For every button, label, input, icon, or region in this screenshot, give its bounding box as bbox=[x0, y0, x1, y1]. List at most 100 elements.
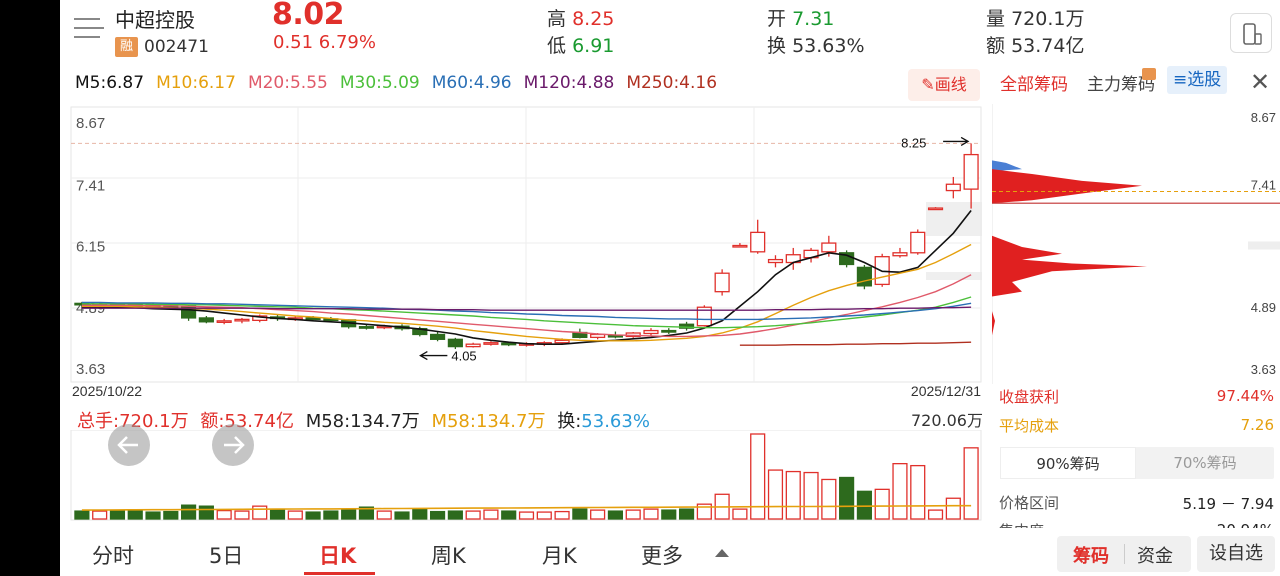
candle bbox=[643, 329, 659, 335]
volume-ma-black: M58:134.7万 bbox=[305, 411, 420, 432]
price-range-label: 价格区间 bbox=[999, 494, 1060, 512]
tab-monthly-k[interactable]: 月K bbox=[542, 544, 577, 568]
chip-axis-label: 7.41 bbox=[1251, 177, 1276, 192]
menu-icon[interactable] bbox=[74, 16, 104, 42]
candle bbox=[554, 339, 570, 344]
volume-bar bbox=[74, 510, 90, 520]
candle bbox=[714, 272, 730, 293]
volume-bar bbox=[358, 506, 375, 520]
volume-bar bbox=[607, 510, 624, 520]
volume-bar bbox=[785, 470, 801, 520]
volume-bar bbox=[412, 508, 428, 520]
candle bbox=[483, 342, 499, 345]
low-stat: 低 6.91 bbox=[547, 35, 615, 57]
chip-profile-red bbox=[992, 169, 1142, 204]
landscape-toggle-button[interactable] bbox=[1230, 13, 1272, 53]
volume-bar bbox=[163, 510, 179, 520]
active-tab-indicator bbox=[304, 572, 375, 575]
tab-more[interactable]: 更多 bbox=[641, 544, 683, 568]
highlight-zone bbox=[926, 202, 982, 236]
divider bbox=[1124, 544, 1125, 564]
volume-ma-line bbox=[81, 504, 972, 511]
candle bbox=[821, 242, 837, 253]
min-price-label: 4.05 bbox=[451, 349, 476, 364]
chip-distribution-chart: 8.67 7.41 4.89 3.63 bbox=[992, 104, 1280, 384]
volume-bar bbox=[465, 510, 481, 520]
volume-bar bbox=[927, 509, 944, 520]
volume-frame bbox=[70, 430, 982, 521]
candle bbox=[234, 318, 250, 322]
highlight-zone bbox=[926, 272, 982, 280]
tab-70-chips[interactable]: 70%筹码 bbox=[1173, 454, 1237, 472]
arrow-right-icon bbox=[224, 436, 245, 454]
tab-5day[interactable]: 5日 bbox=[209, 544, 244, 568]
avg-cost-value: 7.26 bbox=[1240, 416, 1274, 434]
chip-axis-label: 4.89 bbox=[1251, 300, 1276, 315]
stock-name: 中超控股 bbox=[115, 8, 195, 32]
candle bbox=[910, 231, 926, 254]
volume-legend: 总手:720.1万 额:53.74亿 M58:134.7万 M58:134.7万… bbox=[77, 407, 650, 433]
chip-tabs: 全部筹码 主力筹码 ≡选股 ✕ bbox=[992, 66, 1280, 98]
volume-bar bbox=[856, 490, 872, 520]
candle bbox=[767, 258, 784, 264]
volume-total: 总手:720.1万 bbox=[77, 411, 189, 432]
prev-arrow-button[interactable] bbox=[108, 424, 150, 466]
volume-bar bbox=[572, 508, 588, 520]
turnover-stat: 换 53.63% bbox=[767, 35, 865, 57]
open-stat: 开 7.31 bbox=[767, 8, 835, 30]
tab-daily-k[interactable]: 日K bbox=[319, 544, 357, 568]
tab-all-chips[interactable]: 全部筹码 bbox=[1000, 75, 1068, 95]
ma-line-m250 bbox=[739, 341, 972, 346]
ma-line-m120 bbox=[81, 306, 972, 311]
draw-line-button[interactable]: ✎画线 bbox=[908, 69, 980, 101]
volume-bar bbox=[305, 511, 321, 520]
caret-up-icon[interactable] bbox=[715, 549, 729, 557]
volume-bar bbox=[661, 509, 677, 520]
close-icon[interactable]: ✕ bbox=[1250, 68, 1271, 96]
ma-item: M60:4.96 bbox=[431, 73, 512, 93]
stock-picker-button[interactable]: ≡选股 bbox=[1167, 66, 1228, 94]
ma-item: M20:5.55 bbox=[247, 73, 328, 93]
phone-icon bbox=[1243, 23, 1262, 45]
next-arrow-button[interactable] bbox=[212, 424, 254, 466]
fund-button[interactable]: 资金 bbox=[1137, 546, 1173, 567]
candle bbox=[732, 244, 748, 248]
max-arrow-icon bbox=[943, 136, 970, 146]
chip-marker bbox=[1248, 241, 1280, 250]
avg-cost-label: 平均成本 bbox=[999, 417, 1060, 435]
candle bbox=[892, 252, 908, 257]
volume-max-label: 720.06万 bbox=[911, 411, 983, 430]
y-tick-label: 6.15 bbox=[76, 239, 105, 256]
tab-main-chips[interactable]: 主力筹码 bbox=[1087, 75, 1155, 95]
chip-button[interactable]: 筹码 bbox=[1073, 546, 1109, 567]
candle bbox=[856, 266, 872, 287]
min-arrow-icon bbox=[419, 351, 448, 361]
volume-bar bbox=[501, 510, 517, 520]
candle bbox=[447, 338, 463, 348]
volume-bar bbox=[803, 471, 819, 520]
volume-bar bbox=[341, 509, 357, 520]
candle bbox=[678, 323, 695, 329]
volume-bar bbox=[767, 469, 784, 520]
candle bbox=[750, 231, 766, 253]
volume-chart[interactable] bbox=[60, 430, 990, 522]
ma-item: M250:4.16 bbox=[626, 73, 718, 93]
volume-ma-orange: M58:134.7万 bbox=[431, 411, 546, 432]
volume-bar bbox=[696, 503, 712, 520]
candle bbox=[661, 329, 677, 333]
chip-profile-upper-blue bbox=[992, 160, 1022, 172]
volume-bar bbox=[287, 510, 303, 520]
volume-bar bbox=[554, 510, 570, 520]
add-watchlist-button[interactable]: 设自选 bbox=[1197, 536, 1275, 572]
tab-intraday[interactable]: 分时 bbox=[92, 544, 134, 568]
tab-weekly-k[interactable]: 周K bbox=[431, 544, 466, 568]
candle bbox=[358, 326, 375, 329]
volume-bar bbox=[252, 505, 268, 520]
volume-bar bbox=[429, 510, 446, 520]
margin-badge: 融 bbox=[115, 37, 138, 57]
volume-bar bbox=[963, 447, 979, 520]
candle bbox=[963, 153, 979, 190]
ma-item: M30:5.09 bbox=[339, 73, 420, 93]
tab-90-chips[interactable]: 90%筹码 bbox=[1000, 447, 1136, 479]
